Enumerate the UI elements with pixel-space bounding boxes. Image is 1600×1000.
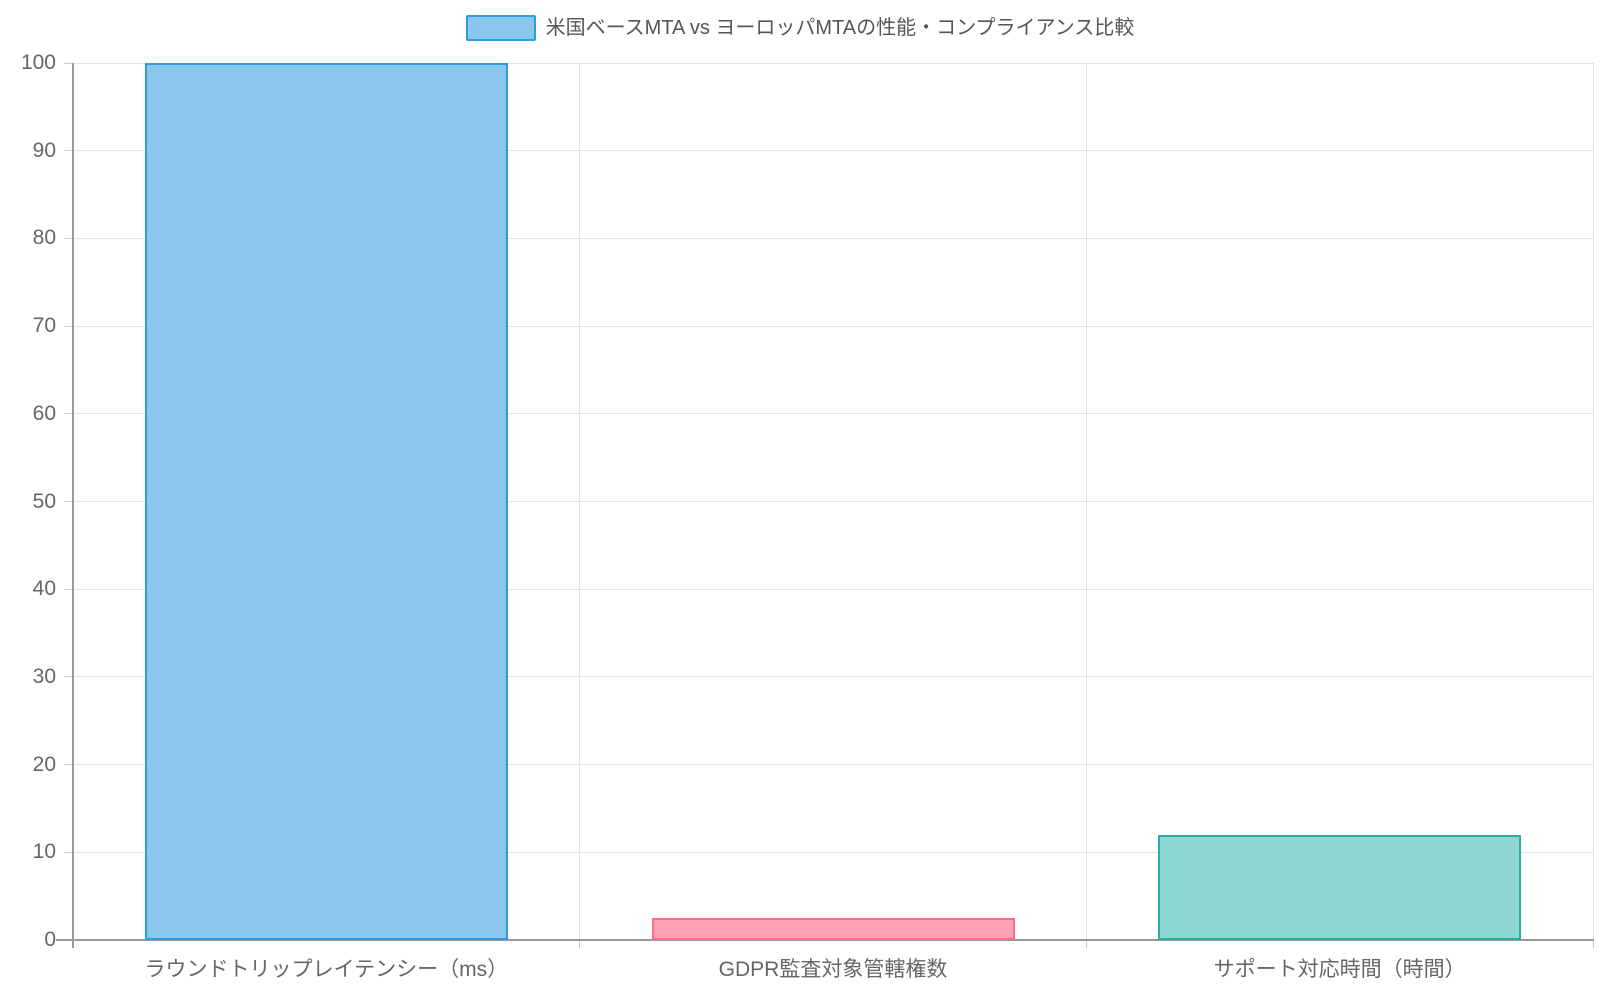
y-axis-label: 90 — [32, 138, 56, 162]
y-gridline — [73, 62, 1593, 64]
y-gridline — [73, 501, 1593, 502]
y-gridline — [73, 764, 1593, 766]
y-axis-tick — [64, 413, 72, 415]
y-axis-label: 80 — [32, 226, 56, 250]
y-gridline — [73, 150, 1593, 152]
x-axis-label: サポート対応時間（時間） — [1213, 958, 1466, 981]
y-axis-tick — [64, 237, 72, 239]
y-axis-tick — [64, 588, 72, 590]
y-axis-label: 50 — [32, 489, 56, 513]
legend-label: 米国ベースMTA vs ヨーロッパMTAの性能・コンプライアンス比較 — [545, 17, 1135, 39]
category-splitline — [579, 63, 581, 940]
y-axis-tick — [64, 851, 72, 853]
y-axis-label: 70 — [32, 314, 56, 338]
bar — [1158, 835, 1521, 940]
y-gridline — [73, 237, 1593, 239]
y-axis-tick — [64, 325, 72, 327]
y-gridline — [73, 413, 1593, 415]
y-gridline — [73, 676, 1593, 678]
category-splitline — [1085, 63, 1087, 940]
y-axis-label: 60 — [32, 401, 56, 425]
y-axis-tick — [64, 764, 72, 766]
y-axis-label: 10 — [32, 840, 56, 864]
y-axis-line — [72, 63, 74, 948]
x-axis-tick — [579, 940, 581, 948]
x-axis-label: GDPR監査対象管轄権数 — [718, 958, 948, 981]
y-axis-tick — [64, 62, 72, 64]
y-axis-label: 40 — [32, 577, 56, 601]
y-axis-label: 30 — [32, 664, 56, 688]
y-gridline — [73, 588, 1593, 590]
x-axis-label: ラウンドトリップレイテンシー（ms） — [144, 958, 509, 981]
plot-area: 0 10 20 30 40 50 60 70 80 90 100 ラウンドトリップレイテンシー（ms）… — [21, 51, 1594, 981]
y-axis-label: 20 — [32, 752, 56, 776]
bar — [652, 918, 1015, 940]
y-gridline — [73, 325, 1593, 327]
bar — [145, 63, 508, 940]
y-axis-label: 0 — [44, 928, 56, 951]
x-axis-line — [56, 939, 1594, 941]
y-axis-tick — [64, 501, 72, 502]
y-gridline — [73, 851, 1593, 853]
legend-swatch — [465, 15, 536, 41]
y-axis-label: 100 — [20, 51, 56, 74]
category-splitline — [1592, 63, 1594, 940]
y-axis-tick — [64, 150, 72, 152]
x-axis-tick — [1592, 940, 1594, 948]
x-axis-tick — [1085, 940, 1087, 948]
legend[interactable]: 米国ベースMTA vs ヨーロッパMTAの性能・コンプライアンス比較 — [0, 15, 1600, 41]
y-axis-tick — [64, 676, 72, 678]
